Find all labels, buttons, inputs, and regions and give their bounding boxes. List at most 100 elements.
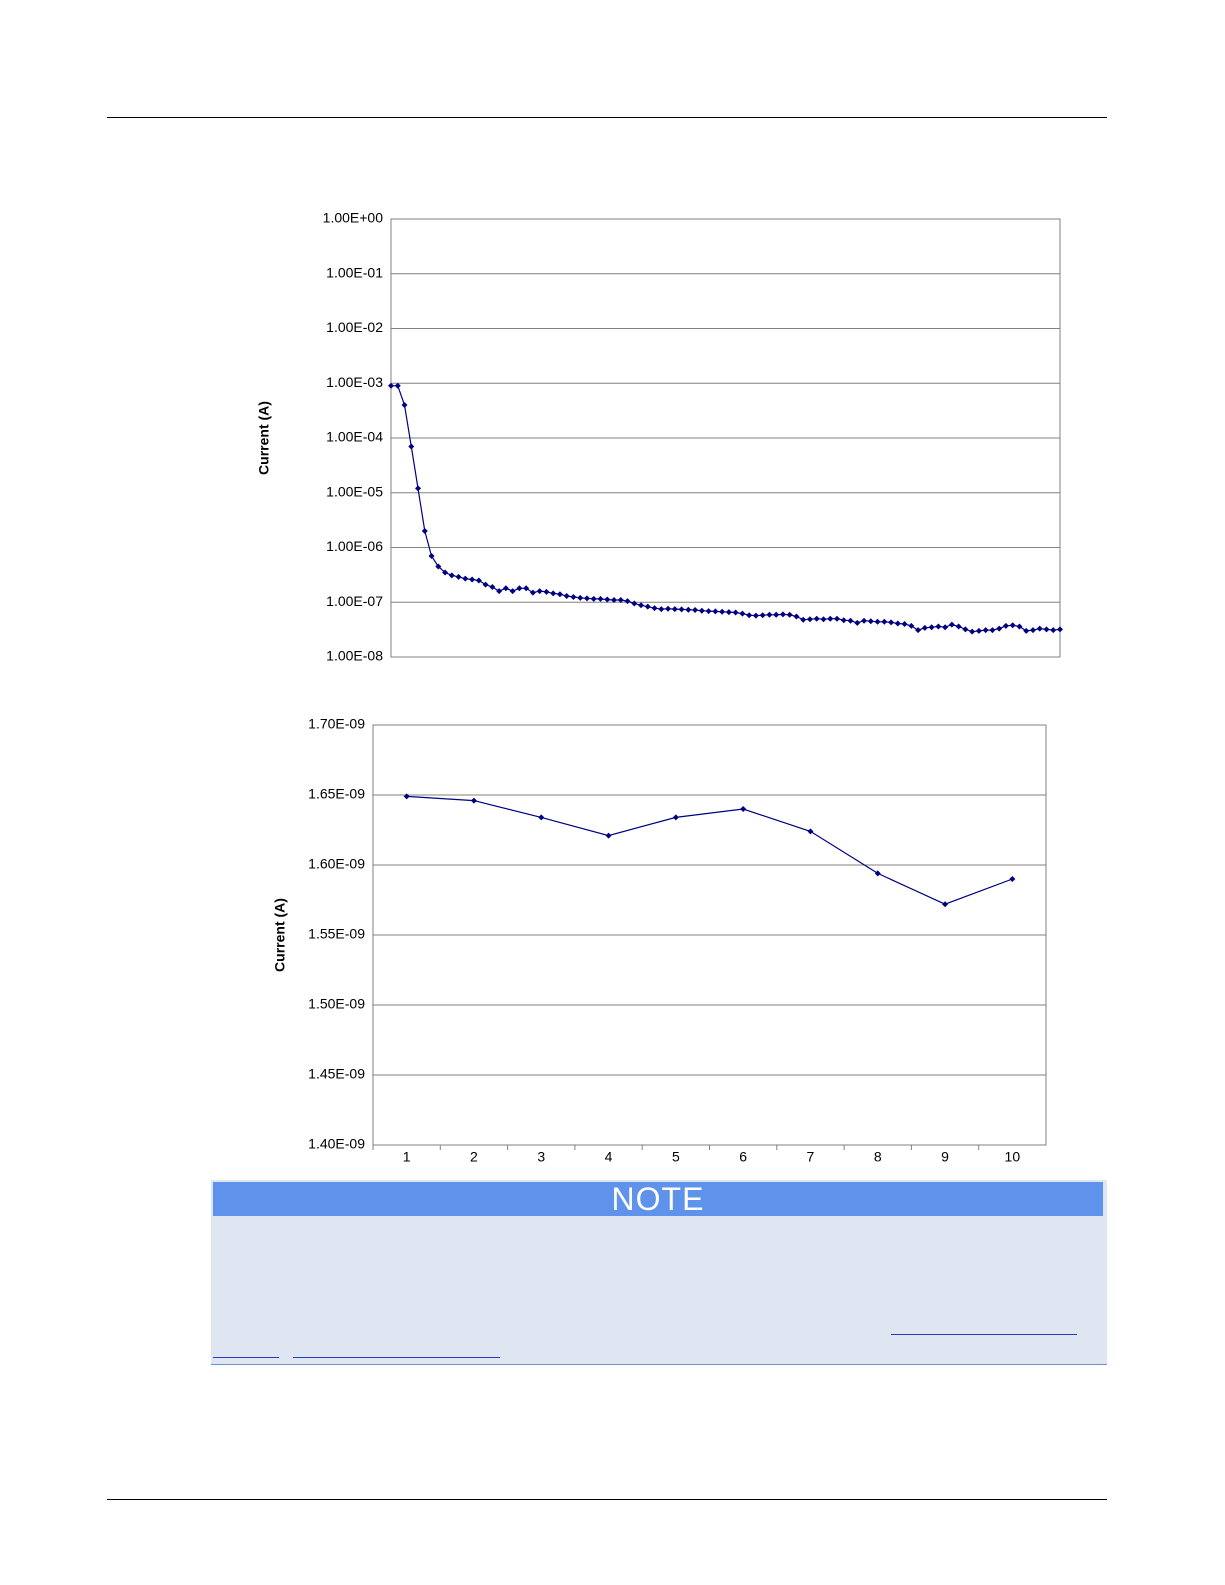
y-tick-label: 1.00E-02 [326, 319, 383, 335]
data-point [759, 612, 766, 619]
data-point [705, 608, 712, 615]
x-tick-label: 5 [672, 1149, 680, 1165]
data-point [1050, 627, 1057, 634]
data-point [901, 621, 908, 628]
y-tick-label: 1.00E-05 [326, 483, 383, 499]
data-point [786, 611, 793, 618]
data-point [415, 485, 422, 492]
data-point [854, 619, 861, 626]
data-point [807, 828, 814, 835]
data-point [672, 814, 679, 821]
data-point [800, 616, 807, 623]
y-tick-label: 1.00E+00 [323, 210, 384, 226]
data-point [962, 626, 969, 633]
data-point [1023, 627, 1030, 634]
data-point [590, 595, 597, 602]
data-point [827, 615, 834, 622]
data-point [550, 590, 557, 597]
link-underline[interactable] [891, 1334, 1077, 1335]
data-point [428, 552, 435, 559]
header-rule [107, 117, 1107, 118]
data-point [847, 617, 854, 624]
link-underline[interactable] [293, 1357, 500, 1358]
data-point [840, 617, 847, 624]
data-point [874, 618, 881, 625]
data-point [996, 625, 1003, 632]
x-tick-label: 4 [605, 1149, 613, 1165]
data-point [638, 602, 645, 609]
data-point [834, 615, 840, 622]
x-tick-label: 6 [739, 1149, 747, 1165]
data-point [536, 588, 543, 595]
data-point [529, 589, 536, 596]
data-point [739, 610, 746, 617]
data-point [725, 609, 732, 616]
data-point [611, 596, 617, 603]
data-point [928, 624, 935, 631]
y-tick-label: 1.40E-09 [308, 1136, 365, 1152]
data-point [523, 585, 530, 592]
data-point [448, 572, 455, 579]
data-point [1036, 625, 1043, 632]
footer-rule [107, 1499, 1107, 1500]
data-point [692, 607, 699, 614]
data-point [942, 624, 949, 631]
y-axis-title: Current (A) [272, 898, 288, 972]
data-point [678, 606, 685, 613]
data-point [631, 600, 638, 607]
data-point [1057, 626, 1063, 633]
data-point [685, 606, 692, 613]
data-point [563, 593, 570, 600]
y-tick-label: 1.00E-07 [326, 593, 383, 609]
data-point [773, 611, 780, 618]
data-point [861, 617, 868, 624]
data-point [867, 618, 874, 625]
data-point [806, 616, 813, 623]
data-point [1016, 623, 1023, 630]
x-tick-label: 3 [537, 1149, 545, 1165]
link-underline[interactable] [213, 1357, 279, 1358]
x-tick-label: 8 [874, 1149, 882, 1165]
data-point [779, 611, 786, 618]
data-point [570, 593, 577, 600]
data-point [813, 615, 820, 622]
note-box: NOTE [211, 1180, 1107, 1365]
data-point [543, 588, 550, 595]
data-point [388, 382, 394, 389]
data-point [874, 870, 881, 877]
data-point [462, 575, 469, 582]
data-point [624, 598, 631, 605]
data-point [908, 622, 915, 629]
data-point [989, 627, 996, 634]
data-point [605, 832, 612, 839]
data-point [1009, 622, 1016, 629]
data-point [394, 382, 401, 389]
data-point [482, 581, 489, 588]
y-tick-label: 1.00E-08 [326, 648, 383, 664]
y-tick-label: 1.70E-09 [308, 716, 365, 732]
data-point [435, 563, 442, 570]
y-tick-label: 1.55E-09 [308, 926, 365, 942]
data-point [617, 596, 624, 603]
data-point [921, 624, 928, 631]
data-point [442, 569, 449, 576]
data-point [509, 588, 516, 595]
y-tick-label: 1.00E-01 [326, 264, 383, 280]
data-point [538, 814, 545, 821]
data-point [1043, 626, 1050, 633]
data-point [489, 583, 496, 590]
data-point [935, 623, 942, 630]
data-point [403, 793, 410, 800]
y-tick-label: 1.50E-09 [308, 996, 365, 1012]
data-point [401, 402, 408, 409]
data-point [888, 619, 895, 626]
data-point [644, 603, 651, 610]
data-point [698, 607, 705, 614]
data-point [746, 612, 753, 619]
data-point [421, 528, 428, 535]
data-point [671, 606, 678, 613]
data-point [820, 616, 827, 623]
plot-border [390, 218, 1061, 658]
data-point [597, 595, 604, 602]
